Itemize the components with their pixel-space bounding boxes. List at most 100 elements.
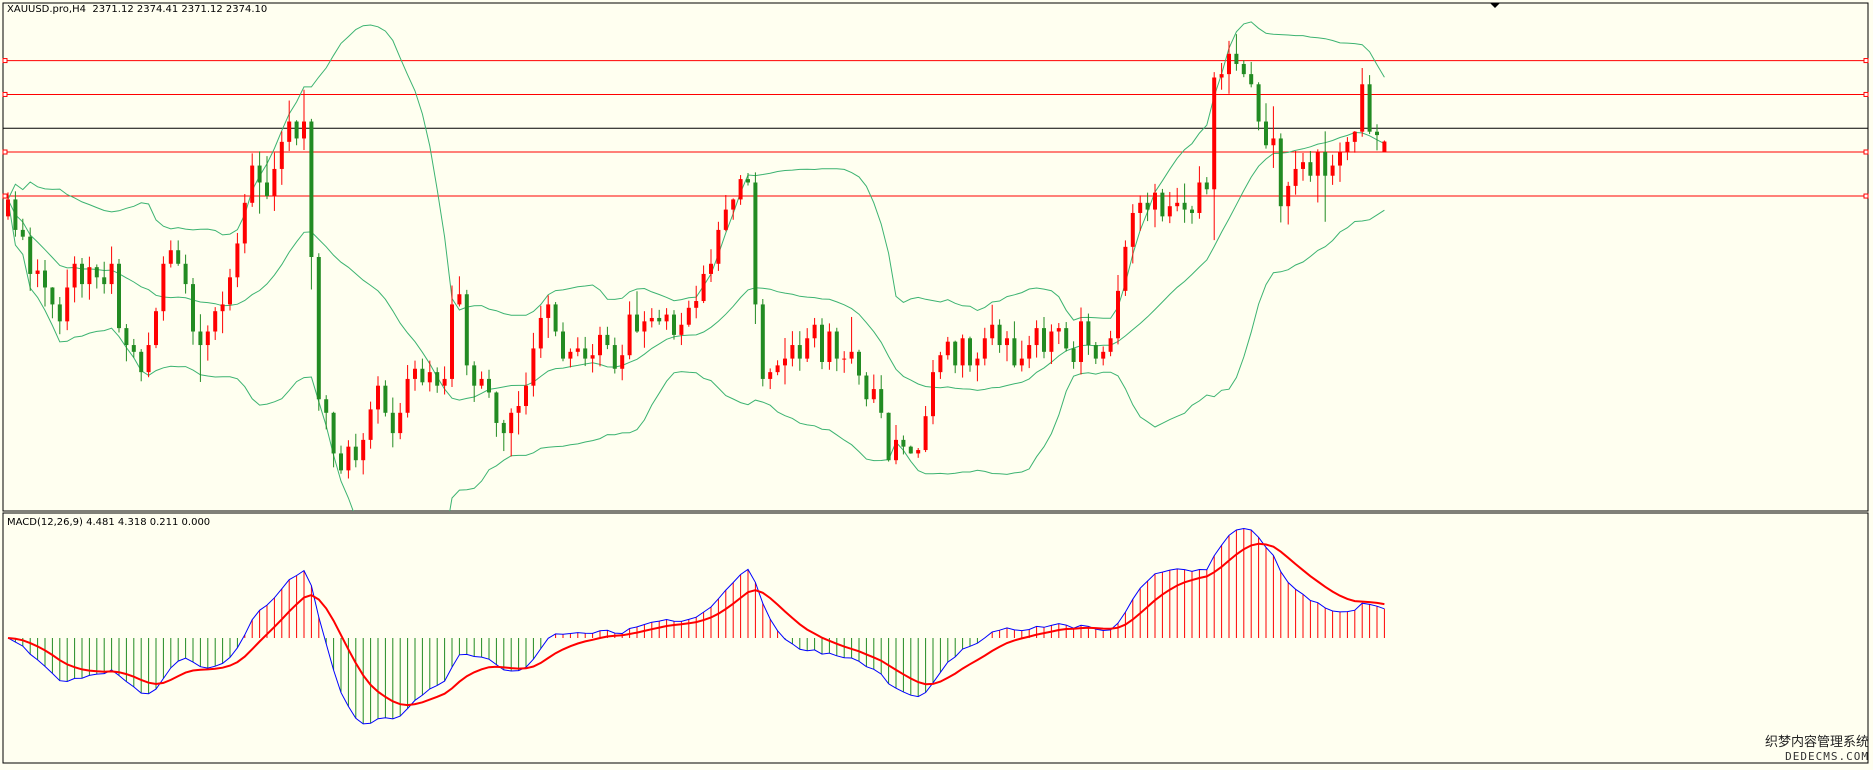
bear-candle <box>953 341 958 366</box>
bear-candle <box>28 236 33 274</box>
watermark-line1: 织梦内容管理系统 <box>1764 735 1869 750</box>
bull-candle <box>405 378 410 413</box>
bull-candle <box>1108 338 1113 352</box>
bear-candle <box>797 345 802 359</box>
bull-candle <box>1301 162 1305 169</box>
bear-candle <box>487 378 491 393</box>
bull-candle <box>1138 202 1143 213</box>
bull-candle <box>6 199 10 217</box>
bear-candle <box>316 257 321 400</box>
bear-candle <box>102 277 107 285</box>
bull-candle <box>701 273 706 302</box>
macd-signal-line <box>7 542 1385 707</box>
bear-candle <box>583 348 588 359</box>
bull-candle <box>242 202 247 244</box>
bull-candle <box>413 368 417 379</box>
bull-candle <box>427 372 432 383</box>
bull-candle <box>509 412 514 434</box>
bull-candle <box>805 338 810 359</box>
bear-candle <box>353 446 358 461</box>
bull-candle <box>731 199 736 210</box>
bull-candle <box>1227 53 1231 75</box>
bear-candle <box>886 412 891 461</box>
bear-candle <box>1071 348 1076 362</box>
bear-candle <box>464 294 469 366</box>
bull-candle <box>457 294 462 305</box>
bull-candle <box>87 267 92 285</box>
bull-candle <box>1271 138 1276 146</box>
bear-candle <box>1308 162 1313 176</box>
bull-candle <box>982 338 987 359</box>
macd-pane-border <box>2 512 1869 764</box>
bear-candle <box>1145 202 1150 210</box>
bull-candle <box>916 450 921 454</box>
bull-candle <box>146 345 151 373</box>
bear-candle <box>612 345 617 369</box>
bear-candle <box>309 121 314 258</box>
bull-candle <box>894 439 898 461</box>
bear-candle <box>139 351 144 373</box>
bull-candle <box>1352 131 1357 142</box>
bear-candle <box>908 446 913 454</box>
bull-candle <box>686 307 691 325</box>
bull-candle <box>627 314 632 356</box>
bear-candle <box>1256 84 1261 122</box>
level-line-handle <box>1863 149 1869 155</box>
bull-candle <box>694 301 699 308</box>
bear-candle <box>1064 328 1069 349</box>
bear-candle <box>257 165 262 183</box>
bear-candle <box>1323 152 1328 176</box>
bull-candle <box>1056 328 1061 332</box>
bear-candle <box>339 453 343 471</box>
bear-candle <box>901 439 906 447</box>
bear-candle <box>131 345 136 352</box>
bull-candle <box>1338 152 1342 166</box>
bull-candle <box>812 324 817 339</box>
bull-candle <box>642 321 647 332</box>
watermark-line2: DEDECMS.COM <box>1785 750 1869 763</box>
bear-candle <box>820 324 824 362</box>
bear-candle <box>435 372 440 386</box>
bull-candle <box>679 324 684 335</box>
bear-candle <box>1160 192 1165 217</box>
bull-candle <box>1027 345 1032 359</box>
bull-candle <box>1345 141 1350 153</box>
bull-candle <box>1034 328 1039 346</box>
bear-candle <box>80 263 84 285</box>
bull-candle <box>931 372 935 417</box>
bull-candle <box>849 351 854 359</box>
bear-candle <box>20 229 25 237</box>
bear-candle <box>1278 138 1283 207</box>
bear-candle <box>420 368 425 383</box>
bull-candle <box>235 243 240 278</box>
bull-candle <box>1212 77 1217 190</box>
bear-candle <box>879 389 884 413</box>
bull-candle <box>1293 168 1298 186</box>
bear-candle <box>501 422 506 434</box>
bear-candle <box>561 331 565 359</box>
bull-candle <box>620 355 625 369</box>
bull-candle <box>524 385 528 407</box>
bull-candle <box>531 348 536 386</box>
bull-candle <box>72 263 77 288</box>
bear-candle <box>1264 121 1268 146</box>
bear-candle <box>294 121 299 139</box>
bull-candle <box>827 331 832 362</box>
bear-candle <box>1241 63 1246 75</box>
bull-candle <box>842 358 847 360</box>
bull-candle <box>368 409 373 440</box>
bear-candle <box>1234 53 1239 64</box>
bull-candle <box>1116 290 1120 339</box>
level-line-handle <box>2 149 8 155</box>
bear-candle <box>183 263 188 285</box>
bear-candle <box>864 375 869 400</box>
bull-candle <box>302 121 306 139</box>
bull-candle <box>1175 202 1180 207</box>
bear-candle <box>1249 74 1254 85</box>
bear-candle <box>1086 321 1091 346</box>
bear-candle <box>635 314 639 332</box>
price-chart-title: XAUUSD.pro,H4 2371.12 2374.41 2371.12 23… <box>7 4 268 15</box>
bull-candle <box>775 365 780 373</box>
bear-candle <box>43 270 47 288</box>
